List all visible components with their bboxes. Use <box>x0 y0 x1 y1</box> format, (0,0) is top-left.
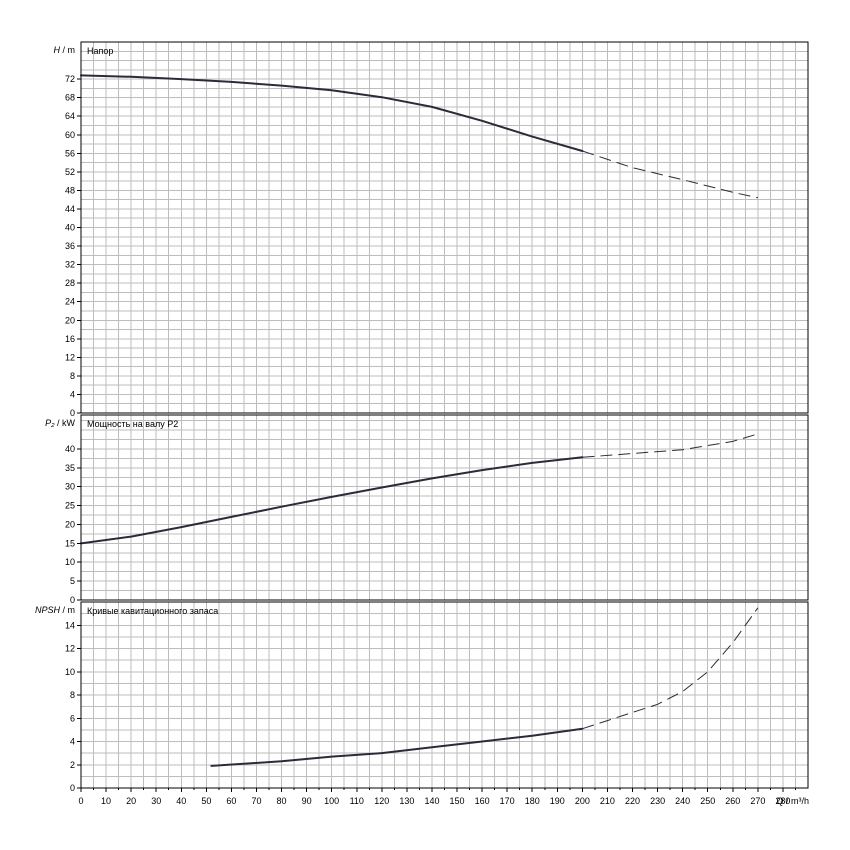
x-tick-label: 120 <box>374 796 389 806</box>
curves <box>80 74 759 767</box>
head-y-tick-label: 12 <box>65 352 75 362</box>
head-y-tick-label: 52 <box>65 167 75 177</box>
x-tick-label: 30 <box>151 796 161 806</box>
npsh-y-tick-label: 0 <box>70 783 75 793</box>
x-tick-label: 60 <box>226 796 236 806</box>
npsh-y-tick-label: 10 <box>65 667 75 677</box>
power-y-tick-label: 20 <box>65 519 75 529</box>
power-y-tick-label: 10 <box>65 557 75 567</box>
x-axis-label: Q / m³/h <box>776 796 809 806</box>
head-y-tick-label: 28 <box>65 278 75 288</box>
npsh-y-tick-label: 6 <box>70 713 75 723</box>
head-y-tick-label: 20 <box>65 315 75 325</box>
x-tick-label: 140 <box>424 796 439 806</box>
npsh-panel-title: Кривые кавитационного запаса <box>87 606 218 616</box>
npsh-y-tick-label: 8 <box>70 690 75 700</box>
x-tick-label: 170 <box>500 796 515 806</box>
x-tick-label: 10 <box>101 796 111 806</box>
x-tick-label: 250 <box>700 796 715 806</box>
head-y-tick-label: 64 <box>65 111 75 121</box>
x-tick-label: 80 <box>277 796 287 806</box>
power-y-tick-label: 0 <box>70 595 75 605</box>
x-tick-label: 50 <box>201 796 211 806</box>
power-y-tick-label: 5 <box>70 576 75 586</box>
power-y-axis-label: P₂ / kW <box>45 418 75 428</box>
x-tick-label: 270 <box>750 796 765 806</box>
head-y-tick-label: 8 <box>70 371 75 381</box>
x-tick-label: 0 <box>78 796 83 806</box>
npsh-curve-solid <box>210 727 584 767</box>
head-y-tick-label: 40 <box>65 223 75 233</box>
head-y-tick-label: 32 <box>65 260 75 270</box>
power-y-tick-label: 40 <box>65 444 75 454</box>
x-tick-label: 150 <box>450 796 465 806</box>
x-tick-label: 230 <box>650 796 665 806</box>
x-tick-label: 160 <box>475 796 490 806</box>
head-y-tick-label: 68 <box>65 93 75 103</box>
head-y-tick-label: 60 <box>65 130 75 140</box>
power-curve-dashed <box>582 433 759 458</box>
x-tick-label: 280 <box>775 796 790 806</box>
npsh-y-tick-label: 14 <box>65 620 75 630</box>
head-y-tick-label: 36 <box>65 241 75 251</box>
head-y-tick-label: 24 <box>65 297 75 307</box>
x-tick-label: 260 <box>725 796 740 806</box>
head-y-tick-label: 72 <box>65 74 75 84</box>
x-tick-label: 130 <box>399 796 414 806</box>
head-curve-dashed <box>582 150 759 199</box>
npsh-y-tick-label: 12 <box>65 644 75 654</box>
npsh-y-tick-label: 4 <box>70 737 75 747</box>
x-tick-label: 90 <box>302 796 312 806</box>
head-y-tick-label: 4 <box>70 389 75 399</box>
x-tick-label: 200 <box>575 796 590 806</box>
head-y-tick-label: 16 <box>65 334 75 344</box>
power-curve-solid <box>80 456 584 545</box>
power-y-tick-label: 25 <box>65 501 75 511</box>
npsh-y-axis-label: NPSH / m <box>35 605 75 615</box>
head-y-tick-label: 0 <box>70 408 75 418</box>
power-y-tick-label: 15 <box>65 538 75 548</box>
x-tick-label: 20 <box>126 796 136 806</box>
head-y-axis-label: H / m <box>54 45 76 55</box>
x-tick-label: 70 <box>251 796 261 806</box>
power-y-tick-label: 30 <box>65 482 75 492</box>
npsh-y-tick-label: 2 <box>70 760 75 770</box>
head-panel-title: Напор <box>87 46 113 56</box>
power-panel-frame <box>80 414 809 601</box>
x-tick-label: 40 <box>176 796 186 806</box>
head-y-tick-label: 56 <box>65 148 75 158</box>
panel-frames <box>77 41 809 792</box>
head-curve-solid <box>80 74 584 152</box>
head-y-tick-label: 48 <box>65 185 75 195</box>
x-tick-label: 110 <box>350 796 364 806</box>
x-tick-label: 100 <box>324 796 339 806</box>
x-tick-label: 180 <box>525 796 540 806</box>
x-tick-label: 210 <box>600 796 615 806</box>
power-panel-title: Мощность на валу P2 <box>87 419 178 429</box>
npsh-curve-dashed <box>582 607 759 730</box>
grid <box>81 42 808 788</box>
head-y-tick-label: 44 <box>65 204 75 214</box>
x-tick-label: 240 <box>675 796 690 806</box>
x-tick-label: 220 <box>625 796 640 806</box>
power-y-tick-label: 35 <box>65 463 75 473</box>
x-tick-label: 190 <box>550 796 565 806</box>
